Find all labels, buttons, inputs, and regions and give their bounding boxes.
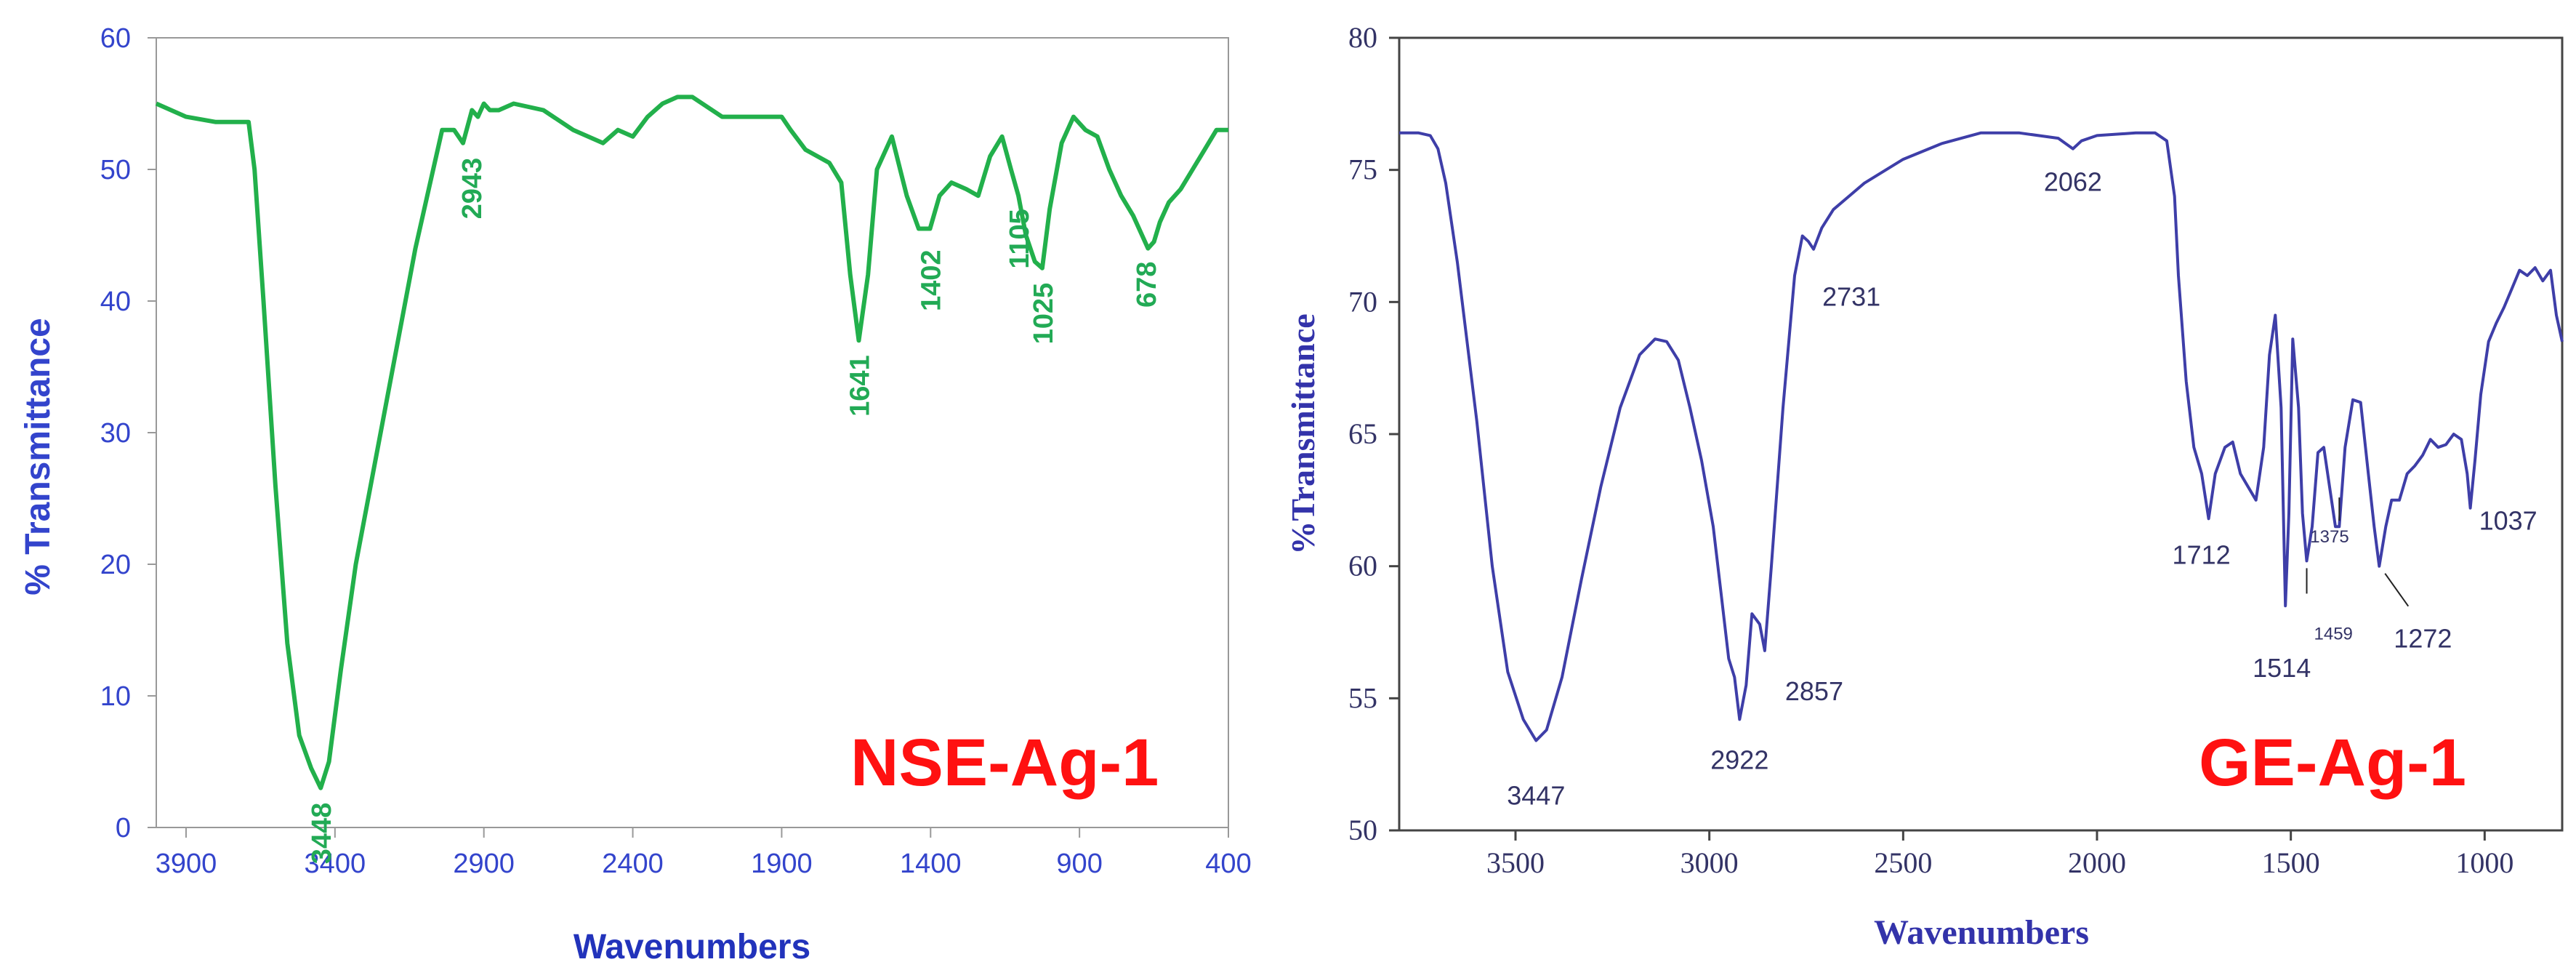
left-x-axis-label: Wavenumbers xyxy=(573,928,810,966)
left-x-tick-label: 2400 xyxy=(602,849,664,879)
right-peak-label: 1375 xyxy=(2310,527,2348,547)
left-x-ticks: 3900 3400 2900 2400 1900 1400 900 400 xyxy=(156,827,1252,879)
right-sample-label: GE-Ag-1 xyxy=(2199,726,2466,800)
right-plot-frame xyxy=(1398,36,2564,832)
left-peak-label: 1641 xyxy=(845,355,876,417)
left-y-axis-label: % Transmittance xyxy=(19,318,57,595)
left-y-tick-label: 20 xyxy=(100,550,131,580)
right-y-tick-label: 65 xyxy=(1348,417,1377,450)
right-peak-label: 2731 xyxy=(1822,282,1880,312)
right-y-tick-label: 75 xyxy=(1348,153,1377,186)
right-x-tick-label: 3500 xyxy=(1486,846,1545,879)
left-peak-label: 3448 xyxy=(307,803,337,865)
left-y-tick-label: 30 xyxy=(100,418,131,449)
right-y-axis-label: %Transmittance xyxy=(1284,313,1321,554)
right-peak-label: 1272 xyxy=(2394,624,2452,654)
left-peak-annotations: 3448 2943 1641 1402 1105 1025 678 xyxy=(307,158,1162,864)
right-y-tick-label: 60 xyxy=(1348,550,1377,582)
left-sample-label: NSE-Ag-1 xyxy=(850,726,1159,800)
left-y-tick-label: 0 xyxy=(116,813,131,843)
right-x-tick-label: 2000 xyxy=(2068,846,2126,879)
right-peak-label: 1712 xyxy=(2173,540,2231,569)
left-x-tick-label: 1400 xyxy=(900,849,962,879)
left-y-tick-label: 60 xyxy=(100,23,131,54)
right-y-tick-label: 55 xyxy=(1348,681,1377,714)
right-peak-label: 1514 xyxy=(2253,653,2311,683)
right-annotation-arrow xyxy=(2384,573,2410,607)
right-peak-label: 2062 xyxy=(2044,167,2102,197)
right-x-axis-label: Wavenumbers xyxy=(1874,913,2089,952)
left-spectrum-line xyxy=(155,95,1228,790)
left-x-tick-label: 400 xyxy=(1205,849,1251,879)
chart-left: 0 10 20 30 40 50 60 3900 3400 2900 2400 1900 1400 90… xyxy=(19,23,1252,966)
right-x-tick-label: 1000 xyxy=(2455,846,2513,879)
left-y-tick-label: 40 xyxy=(100,286,131,317)
left-x-tick-label: 2900 xyxy=(453,849,515,879)
left-x-tick-label: 3900 xyxy=(156,849,217,879)
right-y-tick-label: 70 xyxy=(1348,285,1377,318)
right-x-tick-label: 1500 xyxy=(2262,846,2320,879)
right-peak-label: 2922 xyxy=(1710,745,1768,774)
left-x-tick-label: 3400 xyxy=(305,849,366,879)
right-x-ticks: 3500 3000 2500 2000 1500 1000 xyxy=(1486,830,2513,879)
left-peak-label: 678 xyxy=(1132,262,1162,308)
left-peak-label: 2943 xyxy=(457,158,488,220)
right-peak-label: 2857 xyxy=(1785,676,1843,706)
left-y-tick-label: 10 xyxy=(100,681,131,712)
right-spectrum-line xyxy=(1399,131,2564,742)
left-x-tick-label: 1900 xyxy=(751,849,813,879)
right-x-tick-label: 2500 xyxy=(1874,846,1932,879)
right-peak-label: 1459 xyxy=(2314,624,2353,644)
right-y-tick-label: 80 xyxy=(1348,21,1377,54)
right-y-tick-label: 50 xyxy=(1348,814,1377,846)
left-y-tick-label: 50 xyxy=(100,155,131,185)
right-x-tick-label: 3000 xyxy=(1681,846,1739,879)
right-peak-label: 3447 xyxy=(1507,781,1565,811)
left-peak-label: 1105 xyxy=(1005,209,1035,268)
left-x-tick-label: 900 xyxy=(1056,849,1102,879)
left-y-ticks: 0 10 20 30 40 50 60 xyxy=(100,23,156,843)
left-peak-label: 1402 xyxy=(917,250,947,312)
left-plot-frame xyxy=(156,37,1229,828)
right-y-ticks: 50 55 60 65 70 75 80 xyxy=(1348,21,1399,846)
right-peak-label: 1037 xyxy=(2479,506,2537,536)
left-peak-label: 1025 xyxy=(1029,283,1059,345)
